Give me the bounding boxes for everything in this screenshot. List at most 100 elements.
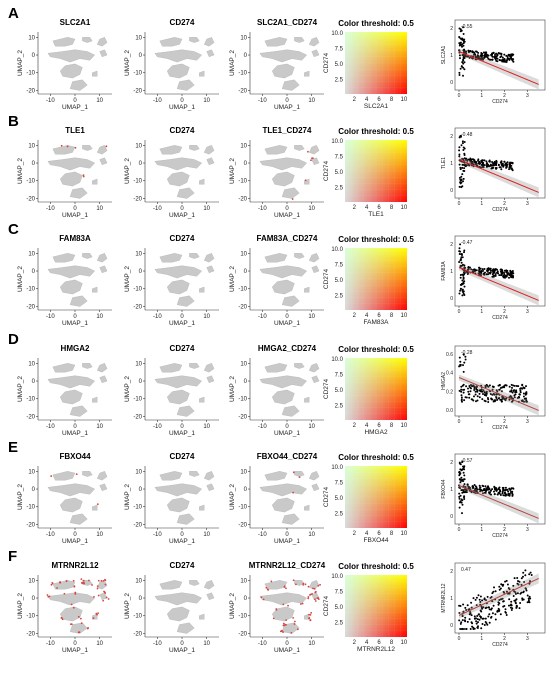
x-axis-label: UMAP_1 [62,212,88,219]
x-axis-label: UMAP_1 [169,320,195,327]
umap-highlight-point [309,613,312,616]
x-tick-label: -10 [153,206,162,212]
scatter-point [464,271,466,274]
scatter-point [480,606,483,609]
scatter-point [498,388,501,391]
scatter-point [463,61,466,64]
x-tick-label: -10 [46,98,55,104]
scatter-point [506,273,509,276]
scatter-point [526,594,529,597]
umap-cluster [176,513,195,525]
scatter-point [463,157,466,160]
umap-cluster [271,497,295,513]
y-tick-label: -20 [133,522,142,528]
scatter-point [458,149,461,152]
scatter-point [493,485,496,488]
heatmap-y-tick: 5.0 [335,170,344,176]
scatter-point [463,48,466,51]
scatter-y-label: FAM83A [441,261,447,281]
regression-line [458,377,539,411]
scatter-point [469,160,472,163]
heatmap-title: Color threshold: 0.5 [338,19,414,28]
scatter-point [480,54,483,57]
scatter-point [459,500,462,503]
heatmap-green-gradient [345,466,407,528]
confidence-band [459,264,539,306]
scatter-point [511,400,513,403]
scatter-point [492,162,494,165]
umap-highlight-point [290,631,293,634]
scatter-point [491,612,494,615]
umap-cluster [259,375,308,389]
scatter-point [473,617,476,620]
umap-plot: HMGA2 -10 0 10 10 0 -10 -20 UMAP_1 UMAP_2 [17,344,112,437]
scatter-point [460,396,463,399]
scatter-point [512,272,515,275]
scatter-point [461,499,464,502]
scatter-point [510,609,513,611]
scatter-point [521,400,524,403]
heatmap-x-tick: 10 [401,313,408,319]
scatter-point [475,489,478,492]
scatter-point [473,484,476,486]
scatter-point [499,613,502,616]
scatter-point [511,487,514,490]
scatter-point [458,461,461,464]
y-tick-label: 1 [450,596,453,602]
scatter-point [488,608,491,611]
scatter-point [515,606,518,609]
y-tick-label: -10 [238,505,247,511]
umap-title: SLC2A1 [60,18,91,27]
umap-highlight-point [50,475,53,477]
regression-line [458,267,539,301]
umap-cluster [199,70,205,77]
y-tick-label: 0 [244,161,248,167]
scatter-point [462,33,465,35]
scatter-point [459,622,462,625]
scatter-point [511,492,514,495]
y-axis-label: UMAP_2 [17,158,24,184]
scatter-point [476,395,479,398]
scatter-point [458,155,461,158]
umap-cluster [82,37,93,43]
x-tick-label: 0 [458,636,461,642]
scatter-point [474,598,477,601]
scatter-point [501,490,504,493]
scatter-point [503,492,506,494]
scatter-point [484,607,487,610]
scatter-point [503,605,506,607]
scatter-point [462,610,465,613]
scatter-point [487,385,490,388]
scatter-point [478,488,481,491]
x-tick-label: 10 [203,641,210,647]
scatter-point [482,393,484,395]
scatter-point [486,595,489,598]
scatter-point [508,385,511,388]
x-tick-label: -10 [46,206,55,212]
scatter-point [485,392,488,395]
x-tick-label: 10 [96,532,103,538]
scatter-point [464,266,467,269]
scatter-point [462,281,465,284]
umap-highlight-point [307,585,310,588]
scatter-point [497,397,500,400]
umap-highlight-point [74,593,77,595]
umap-highlight-point [105,596,108,599]
scatter-point [508,598,511,601]
heatmap-y-tick: 7.5 [335,47,344,53]
scatter-point [498,166,501,169]
scatter-point [479,616,482,619]
scatter-point [463,154,466,156]
heatmap-x-tick: 4 [365,97,369,103]
scatter-point [508,166,511,169]
scatter-point [485,160,488,163]
umap-cluster [59,171,83,187]
heatmap-x-tick: 2 [353,313,357,319]
umap-highlight-point [82,175,85,178]
umap-cluster [304,504,310,511]
umap-plot: FBXO44_CD274 -10 0 10 10 0 -10 -20 UMAP_1 UMAP_2 [229,452,324,545]
umap-highlight-point [102,599,105,602]
scatter-point [462,58,465,61]
scatter-point [514,391,517,394]
